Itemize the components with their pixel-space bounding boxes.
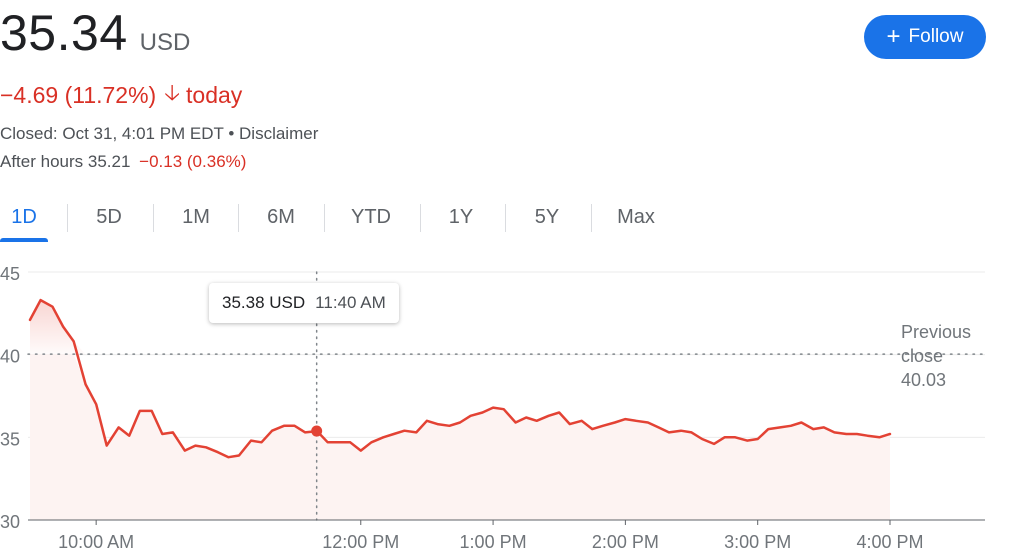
tab-divider — [67, 204, 68, 232]
closed-status: Closed: Oct 31, 4:01 PM EDT • Disclaimer — [0, 124, 319, 143]
hover-tooltip: 35.38 USD 11:40 AM — [209, 283, 399, 323]
hover-point — [311, 425, 323, 437]
previous-close-value: 40.03 — [901, 370, 947, 390]
x-tick-label: 3:00 PM — [724, 532, 791, 552]
tab-1m[interactable]: 1M — [182, 205, 210, 228]
tooltip-value: 35.38 USD — [222, 293, 306, 312]
currency-label: USD — [139, 29, 191, 56]
arrow-down-icon: 🡣 — [164, 80, 181, 105]
tab-divider — [324, 204, 325, 232]
price-line — [28, 298, 892, 459]
range-tabs: 1D 5D 1M 6M YTD 1Y 5Y Max — [0, 196, 1024, 242]
tab-divider — [153, 204, 154, 232]
change-value: −4.69 (11.72%) — [0, 81, 157, 108]
tab-divider — [591, 204, 592, 232]
tab-divider — [420, 204, 421, 232]
x-tick-label: 2:00 PM — [592, 532, 659, 552]
daily-change: −4.69 (11.72%) 🡣 today — [0, 76, 242, 114]
x-tick-label: 10:00 AM — [58, 532, 134, 552]
area-below-close — [30, 354, 890, 520]
y-tick-label: 30 — [0, 512, 20, 532]
current-price: 35.34 — [0, 5, 128, 61]
follow-button[interactable]: + Follow — [864, 15, 986, 59]
y-tick-label: 45 — [0, 264, 20, 284]
tab-1d[interactable]: 1D — [0, 196, 48, 242]
tab-divider — [505, 204, 506, 232]
previous-close-line1: Previous — [901, 322, 972, 342]
after-hours-change: −0.13 (0.36%) — [139, 152, 247, 171]
y-tick-label: 35 — [0, 429, 20, 449]
y-tick-label: 40 — [0, 347, 20, 367]
tab-divider — [238, 204, 239, 232]
x-tick-label: 12:00 PM — [322, 532, 399, 552]
tab-1y[interactable]: 1Y — [448, 205, 474, 228]
price-header: 35.34 USD — [0, 4, 190, 62]
tab-ytd[interactable]: YTD — [351, 205, 391, 228]
tab-5y[interactable]: 5Y — [534, 205, 560, 228]
area-above-close — [30, 300, 890, 355]
after-hours: After hours 35.21 −0.13 (0.36%) — [0, 152, 246, 172]
previous-close-line2: close — [901, 346, 944, 366]
x-tick-label: 4:00 PM — [856, 532, 923, 552]
previous-close-label: Previous close 40.03 — [901, 320, 971, 392]
tab-6m[interactable]: 6M — [267, 205, 295, 228]
after-hours-label: After hours 35.21 — [0, 152, 131, 171]
follow-label: Follow — [908, 26, 964, 47]
change-period: today — [186, 81, 243, 108]
tab-5d[interactable]: 5D — [96, 205, 122, 228]
tooltip-time: 11:40 AM — [315, 293, 386, 312]
x-tick-label: 1:00 PM — [460, 532, 527, 552]
plus-icon: + — [886, 23, 901, 50]
tab-max[interactable]: Max — [617, 205, 655, 228]
